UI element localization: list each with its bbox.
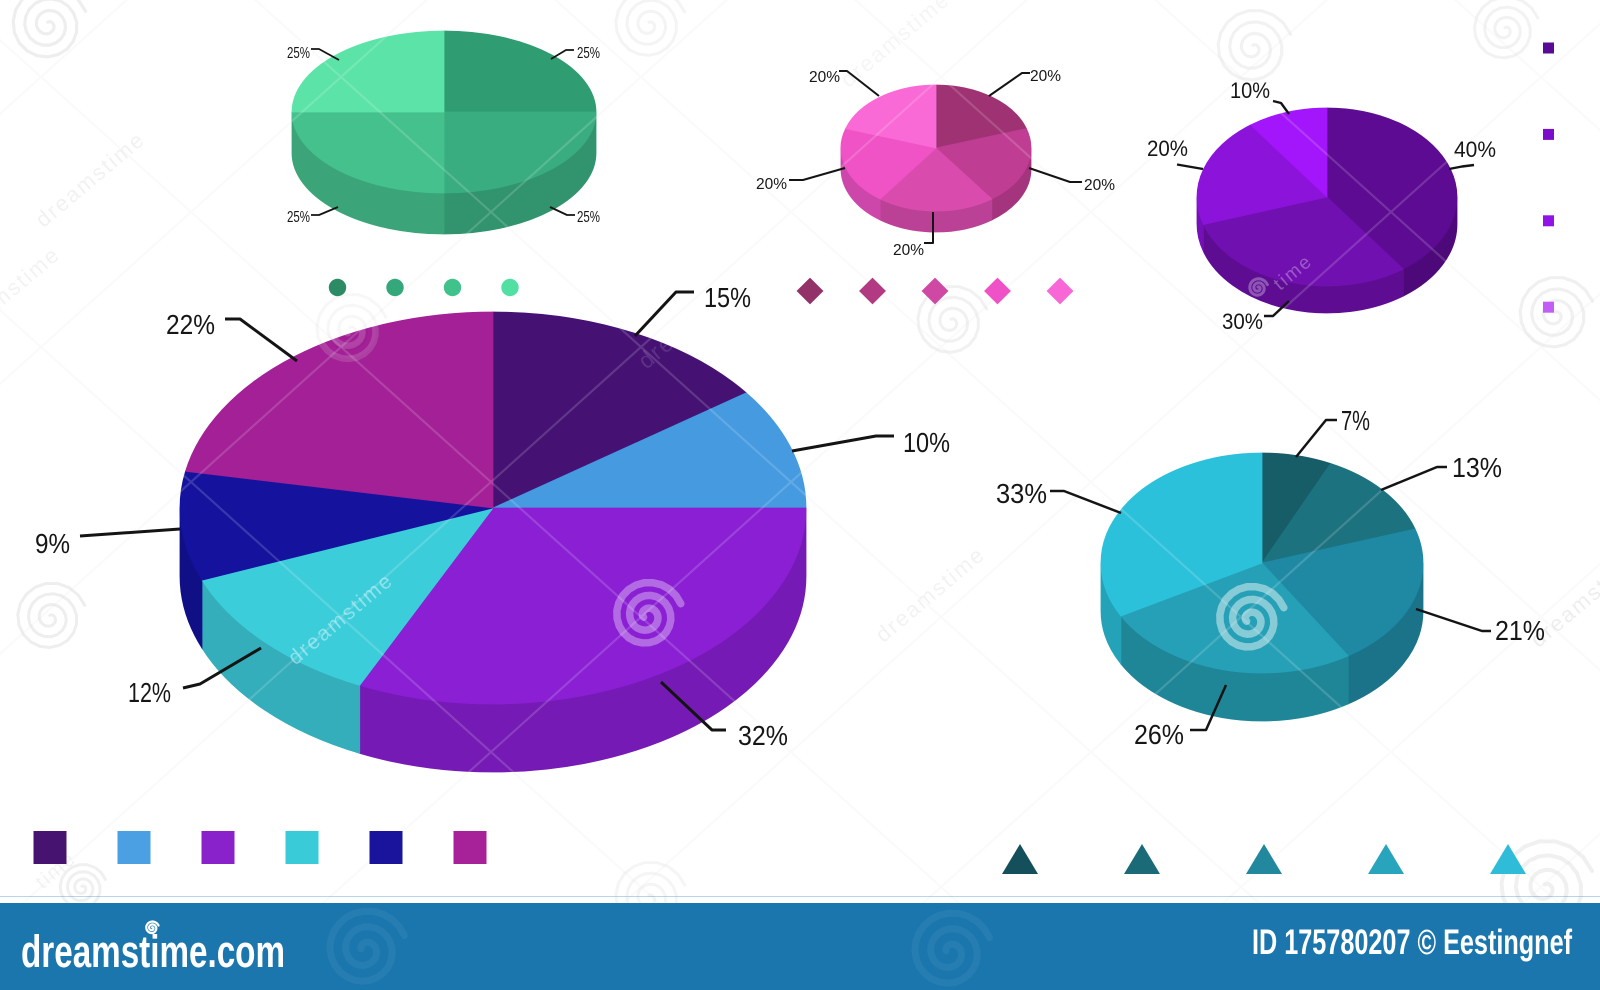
svg-text:25%: 25% <box>577 45 600 62</box>
svg-text:22%: 22% <box>166 309 215 340</box>
svg-text:10%: 10% <box>903 427 950 458</box>
svg-text:40%: 40% <box>1454 137 1496 162</box>
svg-text:25%: 25% <box>287 209 310 226</box>
svg-text:20%: 20% <box>756 176 787 193</box>
svg-text:10%: 10% <box>1230 78 1270 103</box>
svg-text:12%: 12% <box>128 677 171 708</box>
svg-text:15%: 15% <box>704 282 751 313</box>
svg-text:32%: 32% <box>738 720 788 751</box>
svg-text:13%: 13% <box>1452 452 1502 483</box>
svg-text:30%: 30% <box>1222 309 1263 334</box>
svg-text:33%: 33% <box>996 478 1047 509</box>
svg-text:25%: 25% <box>287 45 310 62</box>
svg-text:21%: 21% <box>1495 615 1545 646</box>
svg-text:25%: 25% <box>577 209 600 226</box>
svg-text:20%: 20% <box>893 242 924 259</box>
svg-text:20%: 20% <box>1084 177 1115 194</box>
svg-text:dreamstime.com: dreamstime.com <box>21 926 285 977</box>
svg-text:20%: 20% <box>1147 136 1188 161</box>
svg-text:9%: 9% <box>35 528 70 559</box>
svg-text:26%: 26% <box>1134 719 1184 750</box>
svg-text:20%: 20% <box>809 69 840 86</box>
svg-text:20%: 20% <box>1030 68 1061 85</box>
svg-text:ID 175780207 © Eestingnef: ID 175780207 © Eestingnef <box>1252 923 1572 962</box>
svg-text:7%: 7% <box>1341 405 1370 436</box>
